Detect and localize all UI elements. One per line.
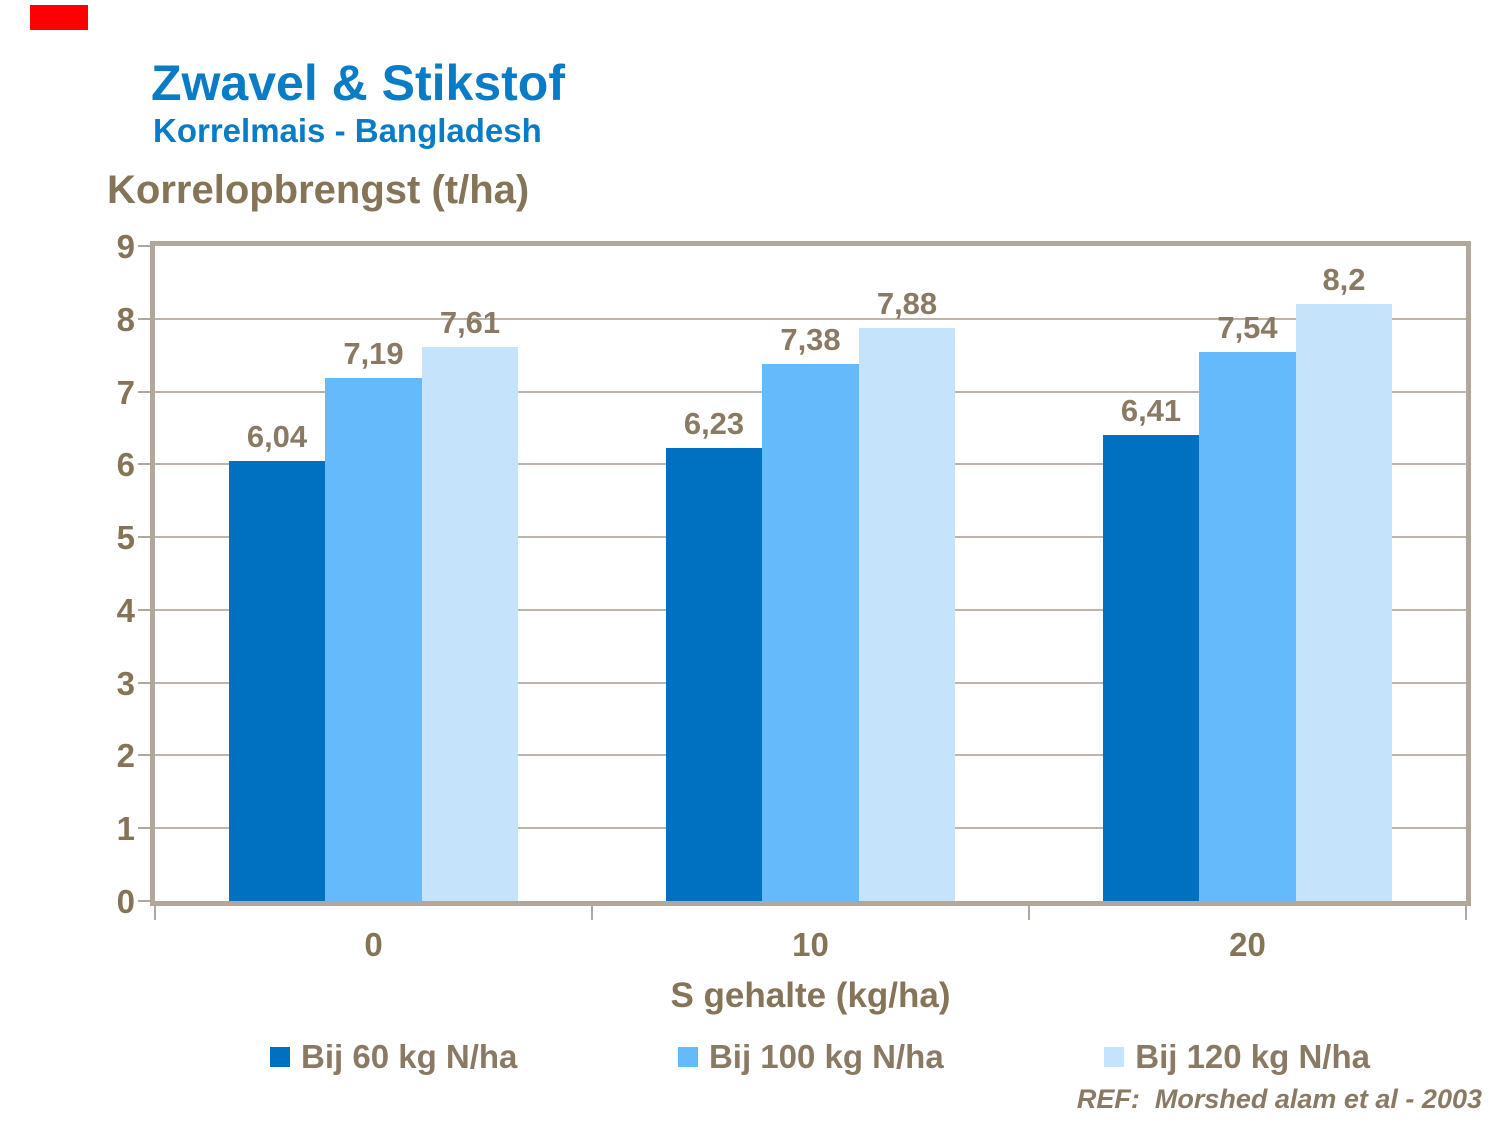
legend-label: Bij 60 kg N/ha (301, 1038, 518, 1075)
bar (762, 363, 859, 901)
y-tick-label: 6 (116, 446, 135, 484)
y-tick-label: 0 (116, 883, 135, 920)
y-tick-label: 2 (116, 737, 135, 775)
x-axis-title: S gehalte (kg/ha) (670, 976, 951, 1015)
x-tick-label: 0 (364, 926, 383, 963)
bar (858, 327, 956, 901)
bar-value-label: 6,23 (683, 405, 745, 441)
y-tick-label: 5 (116, 519, 135, 557)
bar (1199, 352, 1296, 901)
bar-value-label: 7,38 (780, 321, 841, 357)
x-tick-mark (1028, 906, 1030, 920)
x-tick-mark (1465, 906, 1467, 920)
legend-item: Bij 60 kg N/ha (270, 1040, 517, 1073)
bar (1295, 304, 1393, 901)
bar-value-label: 7,54 (1217, 310, 1278, 346)
bar (228, 461, 326, 901)
x-tick-label: 20 (1229, 926, 1266, 963)
bar (1102, 434, 1200, 901)
bar (421, 347, 519, 901)
plot-area: 6,04 6,23 6,41 7,19 7,38 7,54 7,61 7,88 8,2 (138, 241, 1471, 920)
x-tick-label: 10 (792, 926, 829, 963)
legend: Bij 60 kg N/ha Bij 100 kg N/ha Bij 120 kg … (270, 1040, 1370, 1073)
reference-text: REF: Morshed alam et al - 2003 (1076, 1084, 1482, 1114)
legend-swatch (1104, 1046, 1125, 1067)
y-tick-mark (138, 608, 150, 611)
bar-value-label: 7,61 (439, 305, 501, 341)
bar (325, 377, 422, 901)
x-tick-mark (154, 906, 156, 920)
x-tick-mark (591, 906, 593, 920)
bar-value-label: 7,88 (876, 285, 938, 321)
legend-item: Bij 120 kg N/ha (1104, 1040, 1370, 1073)
y-axis-title: Korrelopbrengst (t/ha) (107, 168, 530, 212)
bar (665, 447, 763, 901)
slide-subtitle: Korrelmais - Bangladesh (153, 112, 542, 149)
legend-label: Bij 120 kg N/ha (1135, 1038, 1370, 1075)
y-tick-label: 3 (116, 664, 135, 702)
y-tick-label: 1 (116, 810, 135, 848)
y-tick-label: 4 (116, 591, 135, 629)
y-tick-label: 7 (116, 373, 135, 411)
y-tick-mark (138, 463, 150, 466)
y-tick-mark (138, 681, 150, 684)
legend-item: Bij 100 kg N/ha (677, 1038, 944, 1075)
y-tick-label: 8 (116, 300, 135, 338)
bar-value-label: 7,19 (343, 335, 404, 371)
bar-value-label: 6,04 (246, 419, 308, 455)
y-tick-mark (138, 827, 150, 830)
y-tick-mark (138, 390, 150, 393)
slide-title: Zwavel & Stikstof (151, 55, 565, 111)
y-tick-mark (138, 317, 150, 320)
legend-swatch (677, 1046, 698, 1067)
bar-value-label: 6,41 (1120, 392, 1182, 428)
y-tick-mark (138, 245, 150, 247)
y-tick-mark (138, 754, 150, 757)
y-tick-mark (138, 536, 150, 539)
y-tick-label: 9 (116, 228, 135, 265)
legend-swatch (270, 1046, 290, 1067)
legend-label: Bij 100 kg N/ha (708, 1038, 944, 1075)
red-accent-block (30, 5, 88, 30)
y-tick-mark (138, 900, 150, 902)
gridline (155, 317, 1466, 320)
bar-value-label: 8,2 (1322, 262, 1366, 298)
